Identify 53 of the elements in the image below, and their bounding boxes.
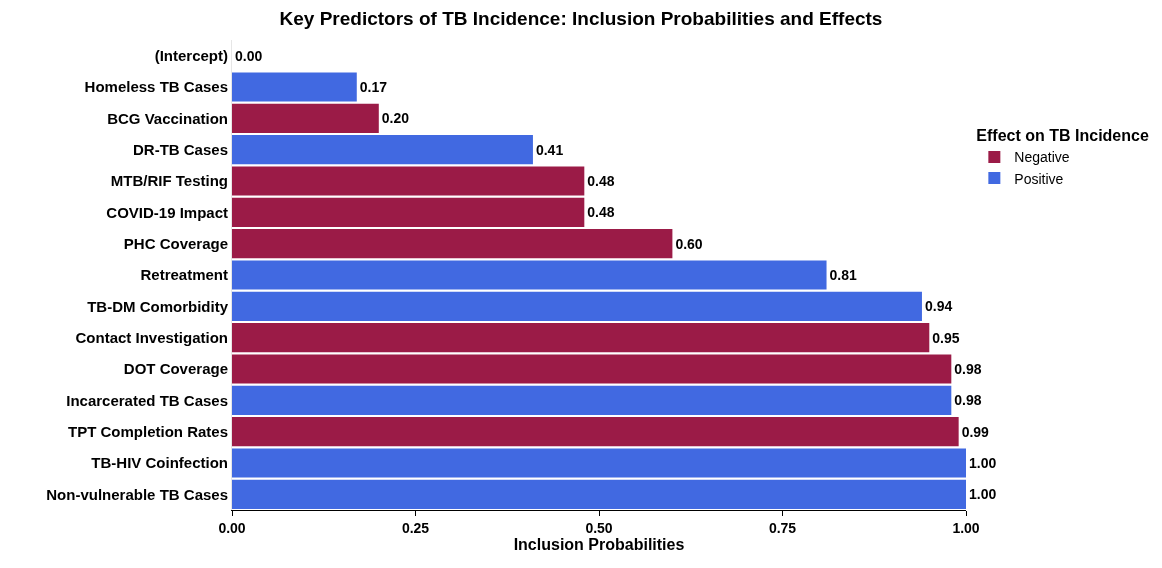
data-label: 1.00: [969, 455, 997, 471]
data-label: 0.00: [235, 47, 263, 64]
y-tick-label: TPT Completion Rates: [67, 422, 228, 440]
y-tick-label: BCG Vaccination: [107, 109, 228, 127]
data-label: 0.20: [381, 110, 410, 127]
data-label: 0.81: [829, 267, 857, 283]
data-label: 0.99: [961, 423, 990, 440]
bar: [232, 291, 922, 321]
y-tick-label: Incarcerated TB Cases: [66, 391, 228, 409]
x-tick-label: 0.25: [401, 519, 430, 536]
x-tick-label: 1.00: [952, 519, 980, 536]
legend-label: Negative: [1014, 149, 1070, 166]
x-tick-label: 0.50: [585, 519, 613, 536]
data-label: 0.48: [587, 173, 615, 189]
bar: [232, 323, 930, 353]
y-tick-label: (Intercept): [154, 46, 228, 64]
data-label: 0.98: [954, 361, 982, 377]
y-tick-label: TB-DM Comorbidity: [87, 297, 229, 315]
y-tick-label: Homeless TB Cases: [84, 78, 228, 96]
bar: [232, 197, 585, 227]
bar: [232, 72, 357, 102]
y-tick-label: DOT Coverage: [123, 360, 228, 378]
data-label: 0.48: [587, 204, 615, 221]
x-tick-label: 0.75: [768, 519, 797, 536]
y-tick-label: DR-TB Cases: [132, 140, 228, 158]
bar: [232, 260, 827, 290]
chart-title: Key Predictors of TB Incidence: Inclusion Probabilities and Effects: [279, 7, 883, 29]
bar: [232, 448, 966, 478]
legend-title: Effect on TB Incidence: [976, 127, 1149, 145]
data-label: 0.60: [675, 235, 703, 252]
bar: [232, 354, 952, 384]
data-label: 0.17: [359, 79, 388, 95]
bar: [232, 135, 533, 165]
y-tick-label: COVID-19 Impact: [106, 203, 228, 221]
data-label: 0.94: [924, 298, 953, 315]
y-tick-label: Contact Investigation: [75, 328, 228, 346]
y-tick-label: MTB/RIF Testing: [110, 172, 228, 190]
bar: [232, 166, 585, 196]
bar: [232, 229, 673, 259]
x-tick-label: 0.00: [218, 519, 246, 536]
data-label: 1.00: [969, 486, 997, 503]
y-tick-label: PHC Coverage: [123, 234, 228, 252]
data-label: 0.95: [932, 329, 960, 346]
bar: [232, 417, 959, 447]
legend-label: Positive: [1014, 170, 1064, 187]
data-label: 0.98: [954, 392, 982, 409]
data-label: 0.41: [535, 141, 564, 158]
x-axis-title: Inclusion Probabilities: [513, 536, 685, 554]
y-tick-label: Non-vulnerable TB Cases: [46, 485, 228, 503]
bar: [232, 103, 379, 133]
y-tick-label: Retreatment: [140, 266, 228, 284]
y-tick-label: TB-HIV Coinfection: [91, 454, 228, 472]
bar: [232, 385, 952, 415]
